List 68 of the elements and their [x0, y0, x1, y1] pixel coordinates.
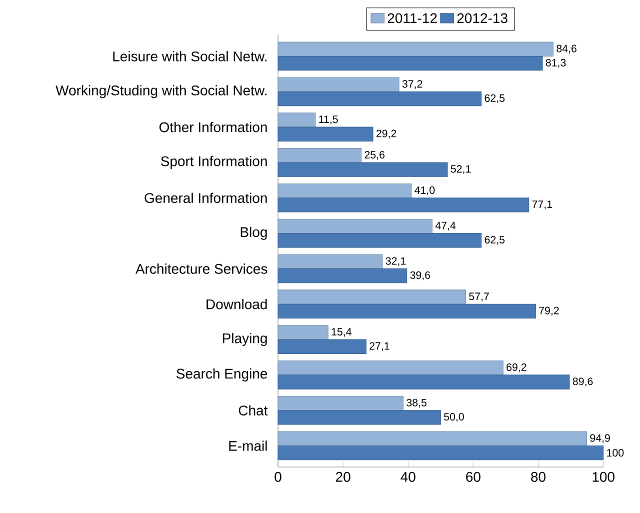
- bar: [278, 339, 366, 354]
- x-tick-label: 100: [592, 472, 614, 482]
- data-label: 77,1: [532, 200, 552, 210]
- data-label: 94,9: [590, 434, 610, 444]
- bar: [278, 360, 504, 376]
- bar: [278, 148, 362, 163]
- bar: [278, 162, 448, 177]
- data-label: 37,2: [402, 80, 422, 89]
- data-label: 15,4: [332, 328, 352, 337]
- data-label: 47,4: [435, 222, 456, 231]
- bar: [278, 325, 328, 340]
- data-label: 84,6: [556, 44, 576, 54]
- data-label: 52,1: [450, 165, 471, 174]
- y-tick-label: Other Information: [159, 122, 267, 132]
- legend-label: 2012-13: [457, 13, 508, 24]
- data-label: 62,5: [484, 236, 505, 245]
- data-label: 62,5: [484, 94, 505, 104]
- x-tick-label: 80: [531, 472, 546, 482]
- bar: [278, 91, 482, 106]
- y-tick-label: Playing: [222, 332, 267, 346]
- data-label: 100: [607, 449, 624, 457]
- legend-label: 2011-12: [388, 13, 437, 24]
- data-label: 79,2: [539, 306, 559, 316]
- data-label: 81,3: [546, 58, 566, 68]
- data-label: 29,2: [376, 130, 396, 139]
- y-tick-label: Search Engine: [176, 368, 268, 382]
- y-tick-label: E-mail: [229, 440, 267, 451]
- bar: [278, 431, 588, 446]
- bar: [278, 233, 482, 248]
- data-label: 69,2: [506, 363, 526, 372]
- y-tick-label: Architecture Services: [135, 264, 268, 274]
- y-tick-label: Sport Information: [160, 156, 267, 169]
- data-label: 50,0: [444, 413, 464, 422]
- bar: [278, 254, 383, 269]
- bar: [278, 374, 570, 390]
- data-label: 27,1: [370, 342, 390, 351]
- bar: [278, 445, 604, 460]
- bar: [278, 304, 536, 319]
- bar: [278, 112, 316, 128]
- y-tick-label: Blog: [240, 226, 267, 240]
- data-label: 11,5: [319, 116, 338, 124]
- data-label: 38,5: [406, 398, 426, 408]
- bar: [278, 56, 543, 71]
- bar: [278, 290, 466, 304]
- bar: [278, 268, 408, 284]
- data-label: 57,7: [469, 292, 489, 302]
- bar: [278, 77, 400, 92]
- y-tick-label: Chat: [238, 405, 268, 416]
- bar: [278, 198, 530, 212]
- data-label: 25,6: [364, 150, 384, 160]
- bar: [278, 396, 404, 411]
- x-tick-label: 20: [336, 472, 350, 482]
- bar: [278, 410, 441, 425]
- bar: [278, 218, 432, 234]
- data-label: 41,0: [414, 186, 435, 196]
- x-tick-label: 0: [274, 472, 282, 482]
- data-label: 89,6: [572, 378, 593, 386]
- y-tick-label: General Information: [144, 192, 267, 204]
- bar: [278, 183, 412, 198]
- x-tick-label: 40: [400, 472, 416, 482]
- bar: [278, 126, 374, 142]
- bar: [278, 42, 554, 57]
- y-tick-label: Working/Studing with Social Netw.: [56, 85, 266, 98]
- y-tick-label: Leisure with Social Netw.: [113, 51, 266, 62]
- x-tick-label: 60: [466, 472, 480, 482]
- data-label: 32,1: [386, 257, 406, 266]
- data-label: 39,6: [410, 271, 430, 280]
- y-tick-label: Download: [206, 298, 267, 310]
